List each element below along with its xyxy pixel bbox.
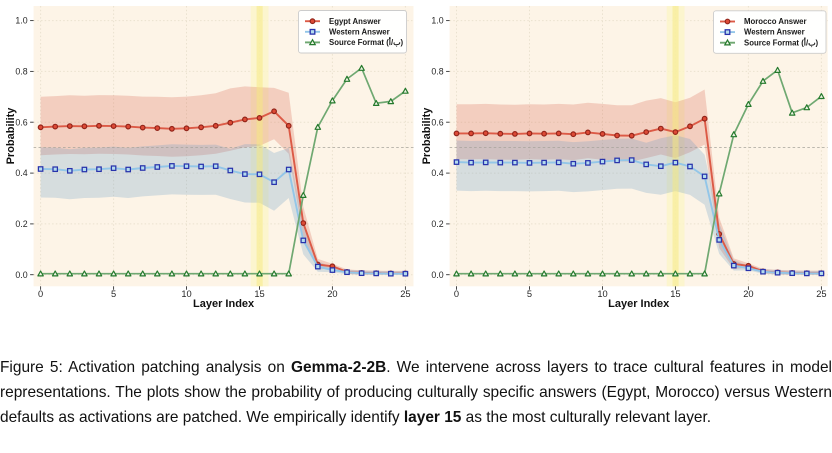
svg-text:0.2: 0.2: [15, 219, 27, 229]
svg-text:0: 0: [454, 289, 459, 299]
svg-text:Probability: Probability: [421, 107, 433, 165]
svg-text:Western Answer: Western Answer: [744, 28, 805, 37]
svg-text:1.0: 1.0: [15, 16, 27, 26]
svg-text:5: 5: [111, 289, 116, 299]
svg-text:0.4: 0.4: [431, 168, 443, 178]
svg-text:0: 0: [38, 289, 43, 299]
svg-text:20: 20: [743, 289, 753, 299]
svg-text:5: 5: [527, 289, 532, 299]
svg-text:10: 10: [181, 289, 191, 299]
svg-text:25: 25: [400, 289, 410, 299]
svg-text:Egypt Answer: Egypt Answer: [329, 17, 381, 26]
svg-text:0.0: 0.0: [431, 270, 443, 280]
svg-text:0.8: 0.8: [431, 67, 443, 77]
svg-text:0.6: 0.6: [15, 117, 27, 127]
svg-text:0.4: 0.4: [15, 168, 27, 178]
svg-text:0.2: 0.2: [431, 219, 443, 229]
svg-text:15: 15: [254, 289, 264, 299]
svg-text:Probability: Probability: [5, 107, 17, 165]
svg-text:Layer Index: Layer Index: [193, 298, 255, 310]
svg-text:0.6: 0.6: [431, 117, 443, 127]
svg-text:10: 10: [597, 289, 607, 299]
svg-text:15: 15: [670, 289, 680, 299]
svg-text:0.0: 0.0: [15, 270, 27, 280]
svg-text:0.8: 0.8: [15, 67, 27, 77]
svg-text:20: 20: [327, 289, 337, 299]
svg-text:Morocco Answer: Morocco Answer: [744, 17, 807, 26]
svg-text:Western Answer: Western Answer: [329, 27, 390, 36]
svg-text:Source Format (‭أ/ب‬): Source Format (‭أ/ب‬): [744, 35, 818, 47]
svg-text:Layer Index: Layer Index: [608, 298, 670, 310]
svg-text:Source Format (‭أ/ب‬): Source Format (‭أ/ب‬): [329, 35, 403, 47]
svg-text:25: 25: [816, 289, 826, 299]
svg-text:1.0: 1.0: [431, 16, 443, 26]
